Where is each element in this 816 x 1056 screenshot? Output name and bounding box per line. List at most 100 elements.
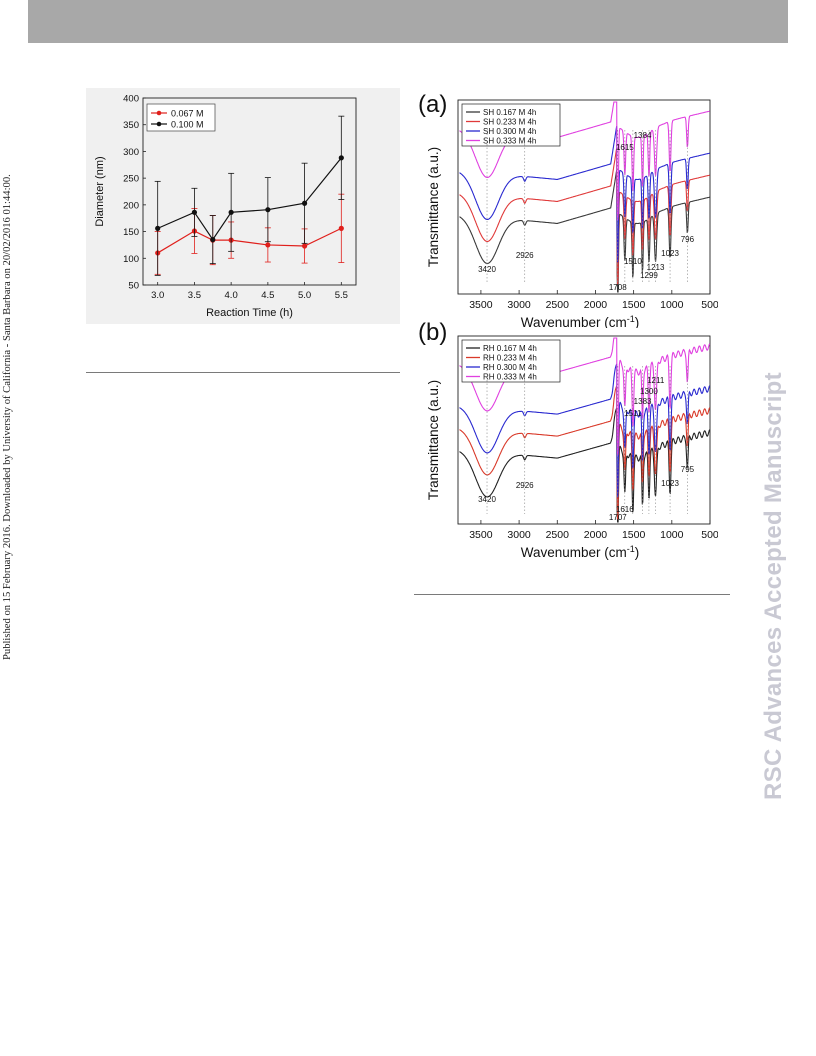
left-divider	[86, 372, 400, 373]
publication-notice: Published on 15 February 2016. Downloade…	[2, 174, 13, 660]
panel-label: (a)	[418, 91, 447, 118]
peak-label: 1384	[634, 131, 652, 140]
data-point	[155, 225, 161, 231]
y-tick-label: 150	[123, 227, 139, 238]
x-axis-label: Reaction Time (h)	[206, 307, 293, 319]
data-point	[265, 242, 271, 248]
x-axis-label-sup: -1	[627, 544, 635, 554]
x-tick-label: 2500	[546, 529, 570, 541]
data-point	[228, 209, 234, 215]
x-tick-label: 2000	[584, 529, 608, 541]
data-point	[191, 209, 198, 215]
peak-label: 1023	[661, 479, 679, 488]
legend-entry: 0.100 M	[171, 119, 204, 129]
data-point	[210, 236, 216, 243]
y-tick-label: 400	[123, 94, 139, 105]
x-tick-label: 1500	[622, 299, 646, 311]
legend-entry: SH 0.233 M 4h	[483, 118, 536, 127]
legend-entry: RH 0.167 M 4h	[483, 344, 537, 353]
plot-frame	[142, 97, 357, 286]
peak-label: 2926	[516, 481, 534, 490]
x-tick-label: 3000	[507, 299, 531, 311]
x-tick-label: 5.0	[298, 290, 311, 301]
peak-label: 2926	[516, 251, 534, 260]
spectrum-line	[459, 101, 710, 221]
series-line	[157, 227, 342, 254]
legend-marker	[156, 110, 162, 116]
peak-label: 1616	[616, 505, 634, 514]
x-tick-label: 3500	[469, 529, 493, 541]
y-axis-label: Transmittance (a.u.)	[426, 147, 441, 267]
x-tick-label: 3000	[507, 529, 531, 541]
peak-label: 1510	[624, 257, 642, 266]
x-tick-label: 4.5	[261, 290, 274, 301]
y-axis-label: Diameter (nm)	[94, 156, 106, 226]
y-tick-label: 200	[123, 200, 139, 211]
legend-entry: SH 0.300 M 4h	[483, 127, 536, 136]
right-divider	[414, 594, 730, 595]
peak-label: 3420	[478, 265, 496, 274]
peak-label: 1383	[634, 397, 652, 406]
y-tick-label: 350	[123, 120, 139, 131]
legend-marker	[156, 121, 162, 127]
x-tick-label: 4.0	[225, 290, 238, 301]
x-axis-label: Wavenumber (cm-1)	[521, 544, 640, 560]
plot-frame	[457, 99, 711, 295]
legend-entry: 0.067 M	[171, 108, 204, 118]
peak-label: 796	[681, 235, 695, 244]
peak-label: 1615	[616, 143, 634, 152]
accepted-manuscript-watermark: RSC Advances Accepted Manuscript	[760, 372, 787, 800]
x-axis-label-end: )	[635, 545, 640, 560]
peak-label: 1211	[647, 376, 665, 385]
spectrum-line	[459, 385, 711, 520]
x-tick-label: 500	[701, 529, 718, 541]
y-tick-label: 250	[123, 174, 139, 185]
peak-label: 1300	[640, 387, 658, 396]
x-tick-label: 500	[701, 299, 718, 311]
spectrum-line	[459, 337, 711, 456]
spectrum-line	[459, 170, 710, 293]
panel-label: (b)	[418, 319, 447, 346]
peak-label: 795	[681, 465, 695, 474]
x-tick-label: 1500	[622, 529, 646, 541]
peak-label: 1023	[661, 249, 679, 258]
diameter-chart: 3.0 3.5 4.0 4.5 5.0 5.5 50 100 150 200 250 300 350 40…	[94, 94, 357, 319]
y-tick-label: 50	[128, 281, 139, 292]
legend-box	[146, 103, 216, 132]
x-tick-label: 2000	[584, 299, 608, 311]
data-point	[265, 207, 271, 213]
spectrum-line	[459, 407, 711, 523]
data-point	[301, 200, 308, 206]
header-bar	[28, 0, 788, 43]
spectrum-line	[459, 148, 710, 285]
spectrum-line	[459, 126, 710, 263]
legend-entry: SH 0.333 M 4h	[483, 137, 536, 146]
y-tick-label: 100	[123, 254, 139, 265]
x-tick-label: 3.5	[188, 290, 201, 301]
legend-box	[461, 103, 561, 147]
legend-entry: RH 0.300 M 4h	[483, 363, 537, 372]
peak-label: 1299	[640, 271, 658, 280]
data-point	[338, 225, 344, 231]
legend-entry: RH 0.333 M 4h	[483, 373, 537, 382]
y-tick-label: 300	[123, 147, 139, 158]
peak-label: 3420	[478, 495, 496, 504]
peak-label: 1511	[624, 409, 642, 418]
series-line	[157, 157, 342, 241]
diameter-figure: 3.0 3.5 4.0 4.5 5.0 5.5 50 100 150 200 250 300 350 40…	[86, 88, 400, 324]
x-axis-label: Wavenumber (cm-1)	[521, 314, 640, 328]
x-tick-label: 3500	[469, 299, 493, 311]
data-point	[301, 243, 308, 249]
peak-label: 1708	[609, 283, 627, 292]
x-tick-label: 2500	[546, 299, 570, 311]
y-axis-label: Transmittance (a.u.)	[426, 380, 441, 500]
peak-label: 1707	[609, 513, 627, 522]
ftir-chart-a: 3500 3000 2500 2000 1500 1000 500 Wavenumber (c…	[418, 91, 718, 328]
spectrum-line	[459, 363, 711, 498]
x-axis-label-sup: -1	[627, 314, 635, 324]
x-tick-label: 3.0	[151, 290, 164, 301]
x-tick-label: 1000	[660, 299, 684, 311]
ftir-chart-b: 3500 3000 2500 2000 1500 1000 500 Wavenumber (c…	[418, 319, 718, 560]
x-axis-label-end: )	[635, 315, 640, 328]
legend-box	[461, 339, 561, 383]
